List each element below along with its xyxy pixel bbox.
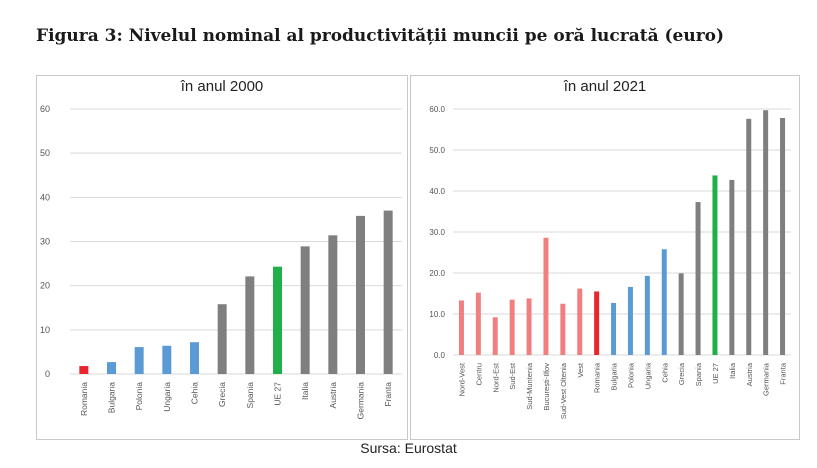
bar-bucuresti-ilfov-2021 xyxy=(543,237,549,355)
x-tick-label-bucuresti-ilfov: București-Ilfov xyxy=(542,363,551,411)
y-tick-label: 0 xyxy=(45,369,50,379)
y-tick-label: 40 xyxy=(40,192,50,202)
y-tick-label: 20 xyxy=(40,281,50,291)
bar-italia-2021 xyxy=(729,179,735,355)
x-tick-label-ue-27: UE 27 xyxy=(273,382,283,406)
x-tick-label-nord-vest: Nord-Vest xyxy=(457,362,466,396)
y-tick-label: 50 xyxy=(40,148,50,158)
page-title: Figura 3: Nivelul nominal al productivit… xyxy=(36,26,725,46)
y-tick-label: 50.0 xyxy=(429,146,445,155)
bar-bulgaria-2021 xyxy=(611,302,617,355)
bar-bulgaria-2000 xyxy=(107,362,116,374)
x-tick-label-grecia: Grecia xyxy=(217,382,227,407)
bar-polonia-2021 xyxy=(627,286,633,355)
chart-title-2000: în anul 2000 xyxy=(180,78,264,95)
bar-polonia-2000 xyxy=(134,347,144,374)
source-note: Sursa: Eurostat xyxy=(360,440,457,456)
bar-sud-vest-oltenia-2021 xyxy=(560,303,566,355)
bar-germania-2000 xyxy=(356,215,365,374)
y-tick-label: 40.0 xyxy=(429,187,445,196)
y-tick-label: 10.0 xyxy=(429,310,445,319)
bar-spania-2021 xyxy=(695,202,701,355)
x-tick-label-cehia: Cehia xyxy=(190,382,200,404)
x-tick-label-italia: Italia xyxy=(300,382,310,400)
x-tick-label-austria: Austria xyxy=(745,362,754,386)
x-tick-label-spania: Spania xyxy=(694,362,703,386)
x-tick-label-sud-muntenia: Sud-Muntenia xyxy=(525,362,534,410)
bar-chart-2021: 0.0 10.0 20.0 30.0 40.0 50.0 60.0 Nord-Vest Cent… xyxy=(429,105,791,419)
y-tick-label: 60.0 xyxy=(429,105,445,114)
x-tick-label-vest: Vest xyxy=(576,362,585,378)
x-tick-label-franta: Franta xyxy=(383,382,393,407)
x-tick-label-polonia: Polonia xyxy=(626,362,635,388)
x-tick-label-germania: Germania xyxy=(762,362,771,396)
bar-chart-2000: 0 10 20 30 40 50 60 Romania Bulgaria Polonia Ungar… xyxy=(40,104,402,420)
x-tick-label-grecia: Grecia xyxy=(677,362,686,385)
bar-centru-2021 xyxy=(475,292,481,355)
bar-franta-2000 xyxy=(383,210,393,374)
y-tick-label: 60 xyxy=(40,104,50,114)
bar-spania-2000 xyxy=(245,276,255,374)
bar-nord-vest-2021 xyxy=(458,300,464,355)
x-tick-label-ue-27: UE 27 xyxy=(711,363,720,384)
x-tick-label-germania: Germania xyxy=(356,382,366,420)
x-tick-label-spania: Spania xyxy=(245,382,255,409)
bar-franta-2021 xyxy=(780,118,786,355)
chart-title-2021: în anul 2021 xyxy=(563,78,647,95)
x-tick-label-romania: Romania xyxy=(593,362,602,393)
y-tick-label: 10 xyxy=(40,325,50,335)
x-tick-label-austria: Austria xyxy=(328,382,338,409)
bar-ue-27-2000 xyxy=(273,266,282,374)
x-tick-label-nord-est: Nord-Est xyxy=(491,362,500,393)
bar-romania-2021 xyxy=(594,291,600,355)
bar-cehia-2021 xyxy=(661,249,667,355)
bar-vest-2021 xyxy=(577,288,583,355)
bar-austria-2021 xyxy=(746,118,752,355)
bar-italia-2000 xyxy=(300,246,310,374)
x-tick-label-cehia: Cehia xyxy=(660,362,669,382)
y-tick-label: 30.0 xyxy=(429,228,445,237)
x-tick-label-ungaria: Ungaria xyxy=(162,382,172,412)
bar-austria-2000 xyxy=(328,235,338,374)
x-tick-label-centru: Centru xyxy=(474,363,483,386)
x-tick-label-sud-est: Sud-Est xyxy=(508,362,517,390)
y-tick-label: 30 xyxy=(40,237,50,247)
x-tick-label-franta: Franta xyxy=(779,362,788,385)
x-tick-label-bulgaria: Bulgaria xyxy=(107,382,117,413)
y-tick-label: 20.0 xyxy=(429,269,445,278)
x-tick-label-ungaria: Ungaria xyxy=(643,362,652,389)
chart-panel-2021: în anul 2021 0.0 10.0 20.0 30.0 40.0 50.0 60.0… xyxy=(410,75,800,440)
bar-cehia-2000 xyxy=(190,342,199,374)
bar-grecia-2000 xyxy=(217,304,227,374)
y-tick-label: 0.0 xyxy=(434,351,446,360)
x-tick-label-italia: Italia xyxy=(728,362,737,379)
bar-grecia-2021 xyxy=(678,273,684,355)
chart-panel-2000: în anul 2000 0 10 20 30 40 50 60 Romania Bulgari… xyxy=(36,75,408,440)
bar-nord-est-2021 xyxy=(492,317,498,355)
x-tick-label-romania: Romania xyxy=(79,382,89,416)
bar-sud-muntenia-2021 xyxy=(526,298,532,355)
bar-ue-27-2021 xyxy=(712,175,718,355)
bar-ungaria-2000 xyxy=(162,345,172,374)
bar-germania-2021 xyxy=(763,110,769,355)
x-tick-label-bulgaria: Bulgaria xyxy=(610,362,619,390)
x-tick-label-sud-vest-oltenia: Sud-Vest Oltenia xyxy=(559,362,568,419)
x-tick-label-polonia: Polonia xyxy=(134,382,144,411)
bar-sud-est-2021 xyxy=(509,299,515,355)
bar-romania-2000 xyxy=(79,366,89,374)
bar-ungaria-2021 xyxy=(644,275,650,355)
